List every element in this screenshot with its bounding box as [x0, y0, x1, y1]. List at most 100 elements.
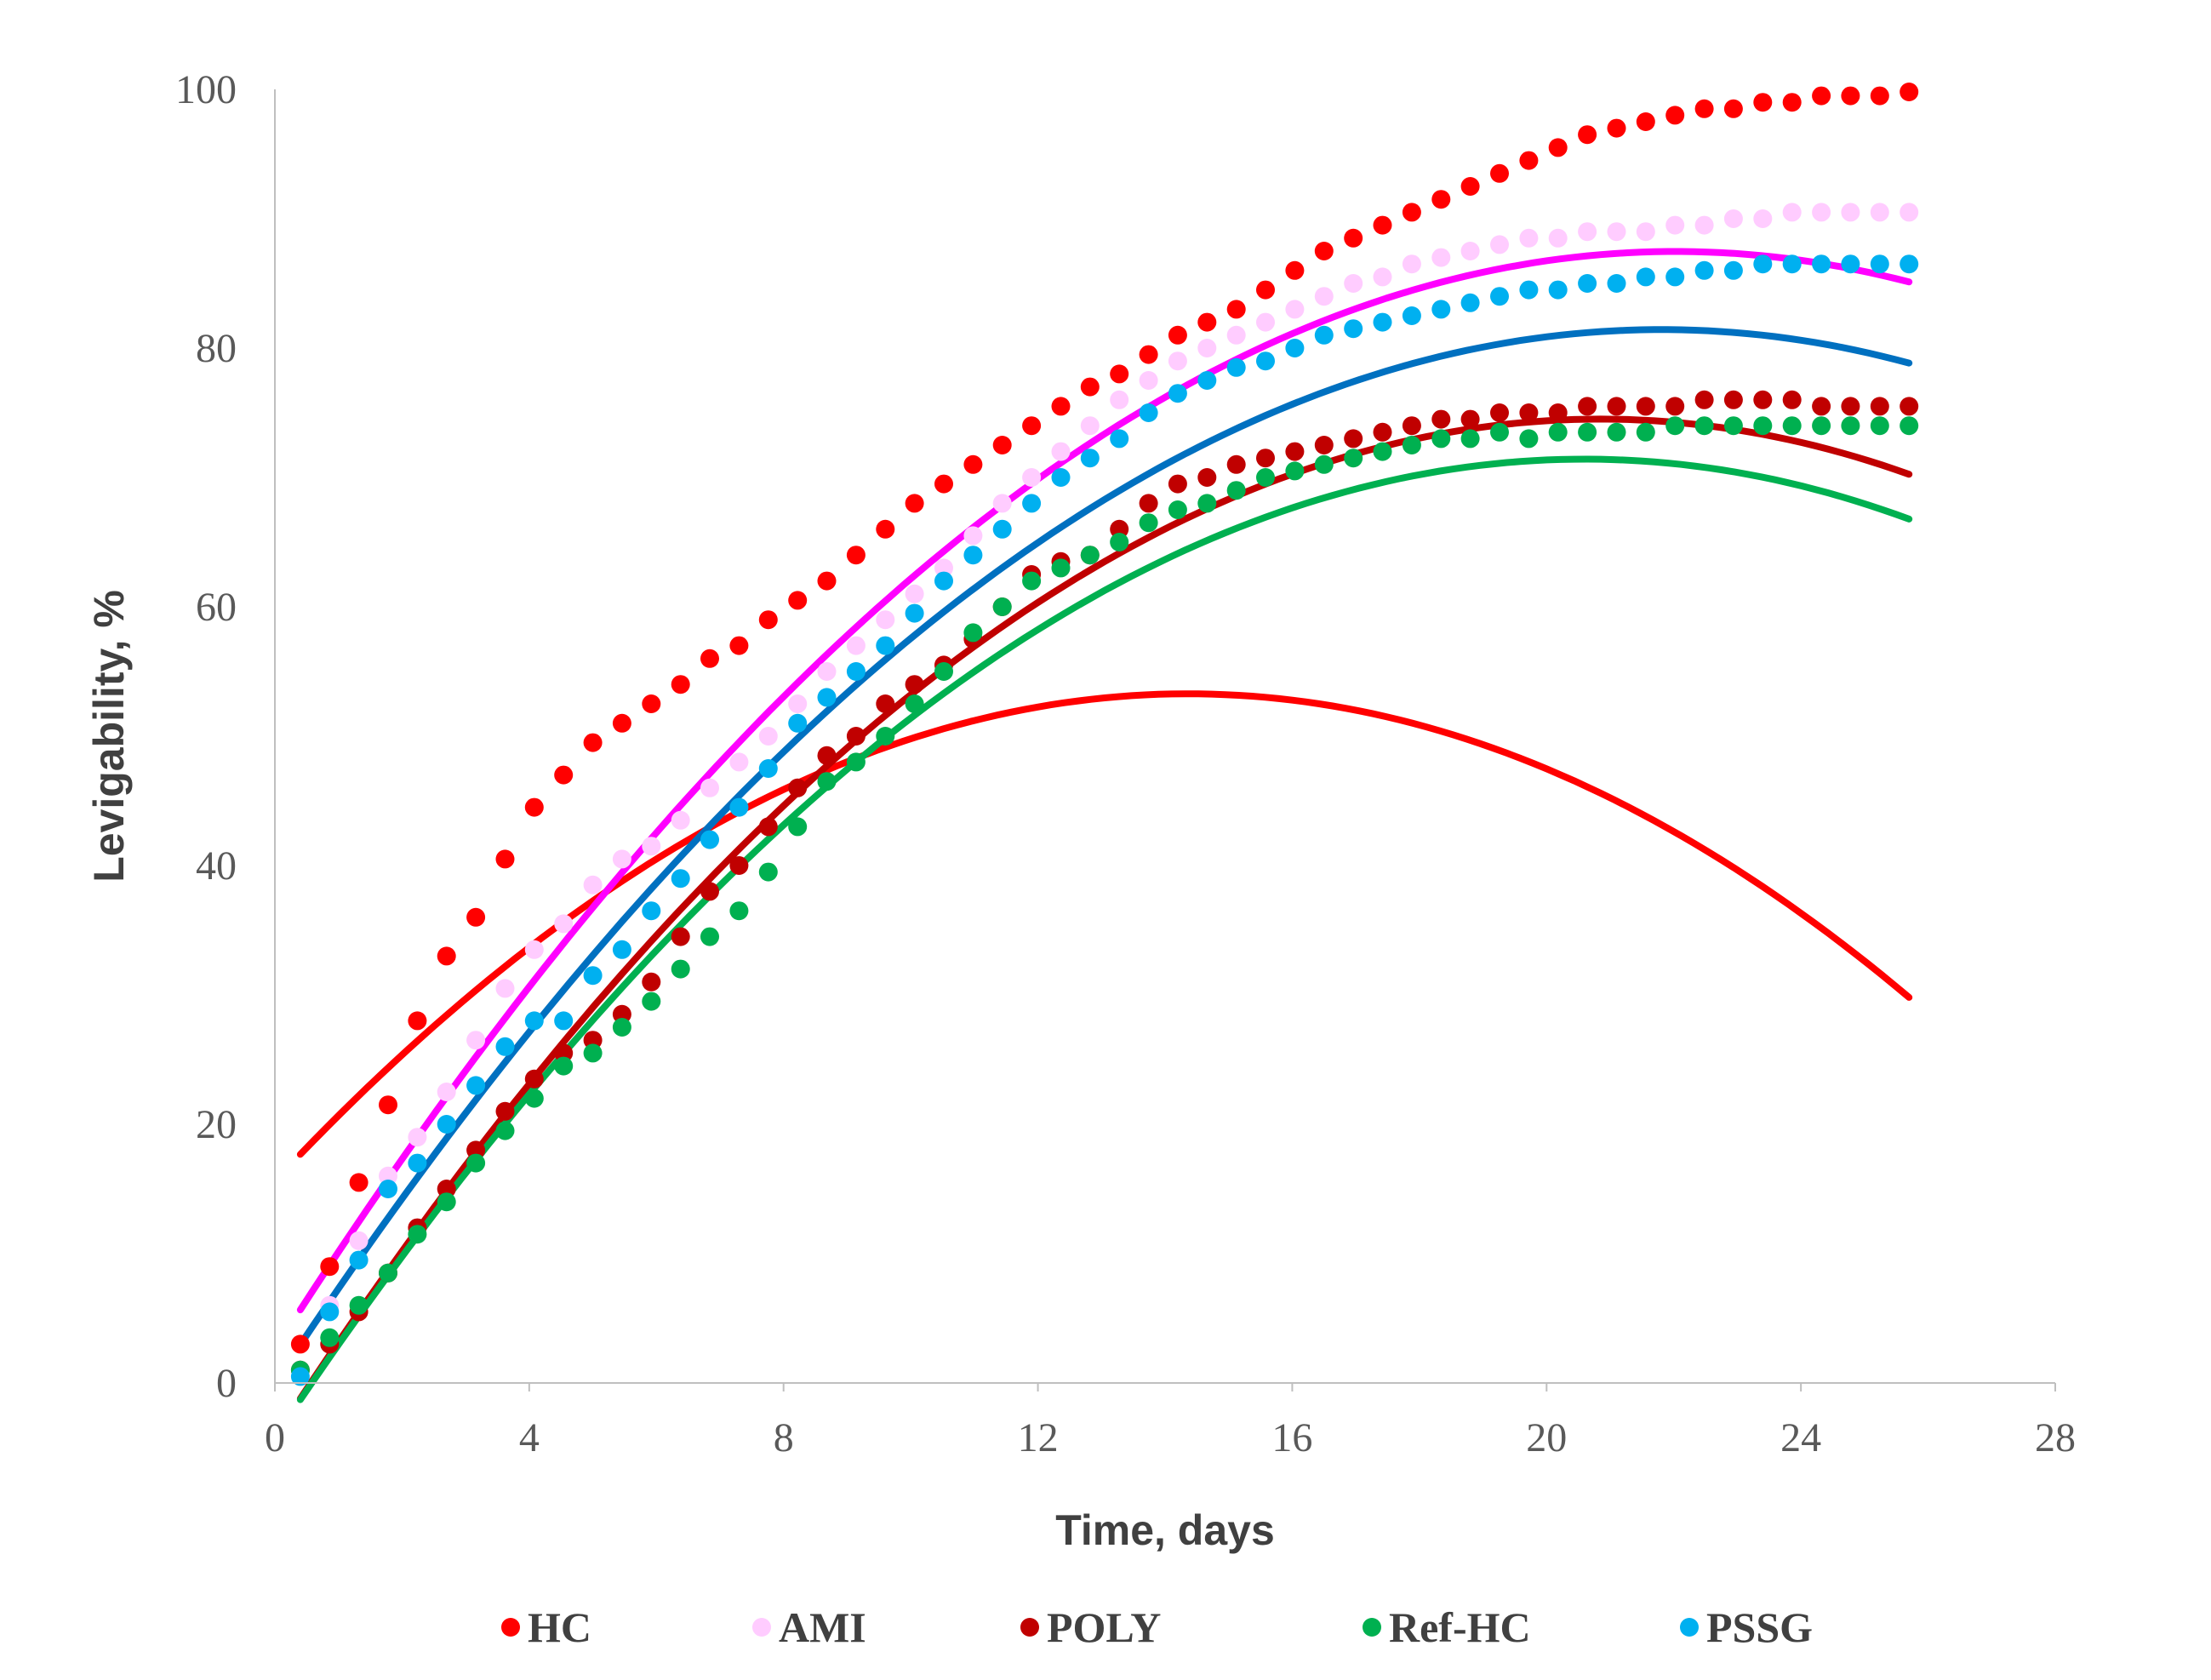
legend-item-poly: POLY — [1020, 1603, 1161, 1651]
x-axis-title: Time, days — [1055, 1506, 1275, 1554]
data-point — [1051, 397, 1071, 416]
data-point — [1665, 106, 1685, 125]
data-point — [554, 1011, 574, 1031]
data-point — [524, 1089, 544, 1108]
data-point — [1051, 468, 1071, 487]
data-point — [1139, 494, 1158, 513]
legend-marker — [752, 1618, 771, 1637]
data-point — [1782, 390, 1802, 409]
data-point — [758, 817, 778, 837]
data-point — [1694, 260, 1714, 280]
data-point — [1665, 215, 1685, 235]
data-point — [963, 454, 983, 474]
data-point — [671, 869, 690, 889]
data-point — [758, 759, 778, 778]
data-point — [1636, 222, 1655, 242]
data-point — [1285, 300, 1305, 319]
data-point — [1256, 468, 1275, 487]
data-point — [583, 1031, 603, 1050]
data-point — [817, 571, 837, 591]
data-point — [1373, 267, 1392, 287]
data-point — [1314, 325, 1334, 345]
data-point — [1168, 474, 1187, 494]
data-point — [992, 494, 1012, 513]
data-point — [1490, 163, 1509, 183]
data-point — [1168, 325, 1187, 345]
data-point — [1139, 371, 1158, 390]
data-point — [1314, 242, 1334, 260]
data-point — [1402, 306, 1421, 325]
legend-label: AMI — [779, 1603, 866, 1651]
legend-item-ref-hc: Ref-HC — [1363, 1603, 1531, 1651]
data-point — [1285, 461, 1305, 481]
data-point — [466, 1140, 486, 1160]
y-tick-label: 80 — [196, 326, 237, 371]
data-point — [1723, 260, 1743, 280]
data-point — [671, 675, 690, 694]
data-point — [1694, 416, 1714, 436]
data-point — [758, 610, 778, 630]
data-point — [1723, 416, 1743, 436]
data-point — [1753, 93, 1773, 112]
data-point — [1841, 416, 1860, 436]
data-point — [905, 603, 924, 623]
data-point — [612, 1018, 631, 1037]
data-point — [554, 765, 574, 785]
legend-label: PSSG — [1706, 1603, 1813, 1651]
data-point — [1402, 436, 1421, 454]
data-point — [1431, 429, 1451, 449]
data-point — [1900, 83, 1919, 101]
data-point — [1460, 429, 1480, 449]
x-tick-label: 8 — [774, 1415, 794, 1460]
data-point — [1519, 228, 1539, 248]
data-point — [1607, 222, 1626, 242]
data-point — [788, 713, 808, 733]
data-point — [1607, 274, 1626, 293]
legend-marker — [501, 1618, 520, 1637]
data-point — [700, 927, 719, 946]
data-point — [408, 1153, 427, 1173]
data-point — [349, 1231, 368, 1250]
data-point — [817, 662, 837, 681]
series-hc — [290, 83, 1919, 1354]
data-point — [1168, 500, 1187, 519]
data-point — [758, 727, 778, 746]
data-point — [1285, 260, 1305, 280]
data-point — [1373, 215, 1392, 235]
data-point — [437, 946, 456, 966]
data-point — [1812, 254, 1831, 274]
data-point — [379, 1095, 397, 1115]
data-point — [495, 1121, 515, 1140]
data-point — [1344, 319, 1363, 339]
plot-area — [290, 83, 1919, 1403]
series-ref-hc — [290, 416, 1919, 1380]
data-point — [1022, 416, 1042, 436]
data-point — [1080, 449, 1100, 468]
data-point — [1665, 397, 1685, 416]
data-point — [379, 1263, 397, 1283]
data-point — [1812, 416, 1831, 436]
data-point — [349, 1295, 368, 1315]
data-point — [846, 752, 866, 772]
data-point — [1314, 287, 1334, 306]
data-point — [642, 837, 661, 856]
data-point — [1344, 274, 1363, 293]
data-point — [1226, 300, 1246, 319]
data-point — [437, 1180, 456, 1198]
data-point — [729, 797, 749, 817]
data-point — [349, 1250, 368, 1270]
data-point — [290, 1334, 310, 1354]
data-point — [1723, 209, 1743, 228]
data-point — [1870, 416, 1889, 436]
axes: 0 4 8 12 16 20 24 28 0 20 40 60 80 100 — [175, 67, 2076, 1460]
data-point — [671, 959, 690, 979]
data-point — [758, 862, 778, 882]
y-tick-label: 0 — [216, 1361, 237, 1406]
data-point — [1753, 416, 1773, 436]
data-point — [1665, 267, 1685, 287]
data-point — [992, 519, 1012, 539]
data-point — [1723, 99, 1743, 118]
data-point — [1753, 209, 1773, 228]
data-point — [1548, 422, 1568, 442]
data-point — [1110, 519, 1129, 539]
